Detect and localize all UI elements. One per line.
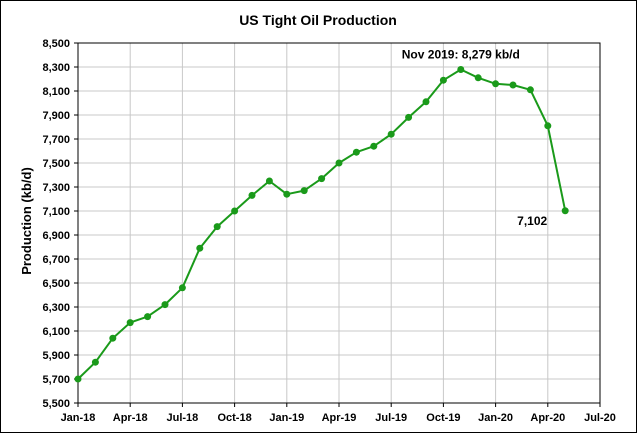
data-point <box>439 76 447 84</box>
data-point <box>91 358 99 366</box>
series-production <box>74 66 569 383</box>
data-point <box>474 74 482 82</box>
y-tick-label: 6,700 <box>42 254 70 266</box>
y-tick-label: 6,500 <box>42 278 70 290</box>
y-tick-label: 6,100 <box>42 326 70 338</box>
y-tick-label: 8,500 <box>42 38 70 50</box>
data-point <box>109 334 117 342</box>
y-tick-label: 8,100 <box>42 86 70 98</box>
x-tick-label: Jan-19 <box>269 412 304 424</box>
x-tick-label: Jul-18 <box>167 412 199 424</box>
data-point <box>161 301 169 309</box>
x-tick-label: Oct-19 <box>426 412 460 424</box>
y-axis-label: Production (kb/d) <box>19 167 34 275</box>
y-tick-label: 7,900 <box>42 110 70 122</box>
data-point <box>352 148 360 156</box>
x-tick-label: Jul-20 <box>584 412 616 424</box>
x-tick-label: Apr-20 <box>530 412 565 424</box>
data-point <box>335 159 343 167</box>
data-point <box>405 113 413 121</box>
y-tick-label: 5,900 <box>42 350 70 362</box>
annotations: Nov 2019: 8,279 kb/d 7,102 <box>402 48 548 228</box>
x-tick-label: Jan-18 <box>61 412 96 424</box>
data-annotation: Nov 2019: 8,279 kb/d <box>402 48 520 62</box>
data-point <box>248 191 256 199</box>
y-tick-label: 8,300 <box>42 62 70 74</box>
y-tick-label: 5,500 <box>42 398 70 410</box>
data-point <box>544 122 552 130</box>
y-tick-label: 7,100 <box>42 206 70 218</box>
x-tick-label: Jul-19 <box>375 412 407 424</box>
data-point <box>126 319 134 327</box>
data-point <box>178 284 186 292</box>
data-point <box>561 207 569 215</box>
data-point <box>283 190 291 198</box>
data-point <box>422 98 430 106</box>
chart-title: US Tight Oil Production <box>239 12 397 28</box>
data-point <box>509 81 517 89</box>
data-point <box>387 130 395 138</box>
x-tick-label: Jan-20 <box>478 412 513 424</box>
data-point <box>144 313 152 321</box>
data-point <box>74 375 82 383</box>
data-point <box>196 244 204 252</box>
data-point <box>265 177 273 185</box>
x-axis-ticks: Jan-18 Apr-18 Jul-18 Oct-18 Jan-19 Apr-19 Jul-… <box>61 403 616 424</box>
data-point <box>492 80 500 88</box>
y-tick-label: 7,300 <box>42 182 70 194</box>
x-tick-label: Apr-19 <box>322 412 357 424</box>
data-point <box>231 207 239 215</box>
data-annotation: 7,102 <box>517 214 547 228</box>
x-tick-label: Oct-18 <box>217 412 251 424</box>
series-line <box>77 68 567 380</box>
data-point <box>457 66 465 74</box>
data-point <box>300 187 308 195</box>
y-tick-label: 7,700 <box>42 134 70 146</box>
y-tick-label: 6,300 <box>42 302 70 314</box>
data-point <box>526 86 534 94</box>
y-axis-ticks: 5,500 5,700 5,900 6,100 6,300 6,500 6,700 6,900… <box>42 38 78 410</box>
y-tick-label: 5,700 <box>42 374 70 386</box>
data-point <box>318 175 326 183</box>
x-tick-label: Apr-18 <box>113 412 148 424</box>
data-point <box>213 223 221 231</box>
data-point <box>370 142 378 150</box>
y-tick-label: 7,500 <box>42 158 70 170</box>
y-tick-label: 6,900 <box>42 230 70 242</box>
